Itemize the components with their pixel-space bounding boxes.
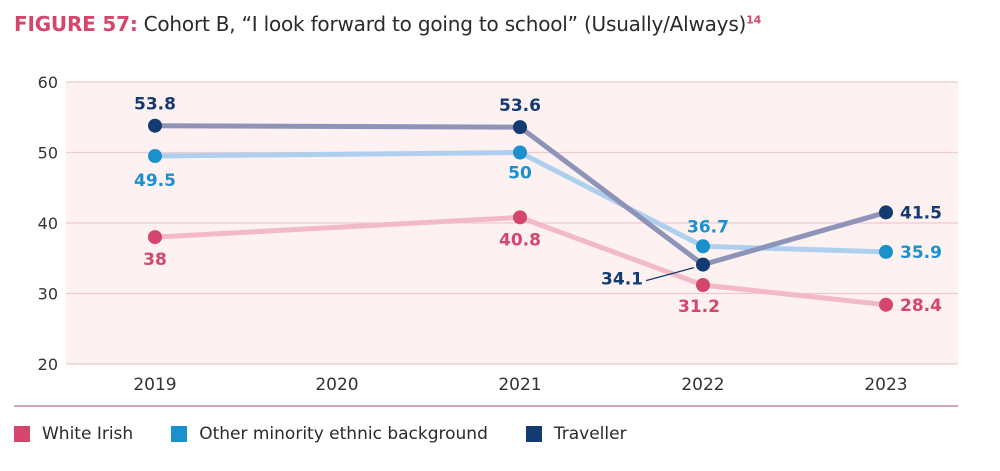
data-point-traveller-2022	[696, 257, 710, 272]
data-label-traveller-2021: 53.6	[499, 96, 541, 116]
data-point-white-irish-2019	[148, 230, 162, 245]
line-chart: 60 50 40 30 20 2019 2020 2021 2022 2023 38 40.8 31.2…	[14, 73, 958, 407]
leader-line-traveller-2022	[645, 266, 695, 282]
data-label-traveller-2022: 34.1	[601, 270, 643, 290]
y-tick-label-20: 20	[38, 355, 58, 374]
legend-item-other-minority: Other minority ethnic background	[171, 424, 488, 444]
footnote-marker: 14	[746, 13, 762, 27]
y-tick-label-40: 40	[38, 214, 58, 233]
data-point-white-irish-2022	[696, 278, 710, 293]
chart-title: FIGURE 57: Cohort B, “I look forward to g…	[14, 12, 761, 36]
data-label-other-minority-2019: 49.5	[134, 171, 176, 191]
x-tick-label-2022: 2022	[681, 375, 724, 395]
series-line-white-irish	[152, 214, 889, 308]
y-tick-label-50: 50	[38, 144, 58, 163]
data-point-white-irish-2021	[513, 210, 527, 225]
legend-swatch-other-minority	[171, 426, 188, 442]
series-line-traveller	[152, 123, 889, 268]
data-point-other-minority-2019	[148, 149, 162, 164]
y-tick-label-30: 30	[38, 285, 58, 304]
x-tick-label-2020: 2020	[315, 375, 358, 395]
x-tick-label-2021: 2021	[498, 375, 541, 395]
legend-label-traveller: Traveller	[553, 424, 627, 444]
data-point-traveller-2019	[148, 118, 162, 133]
data-label-other-minority-2023: 35.9	[900, 243, 942, 263]
data-label-white-irish-2021: 40.8	[499, 230, 541, 250]
data-label-traveller-2019: 53.8	[134, 95, 176, 115]
legend-label-white-irish: White Irish	[42, 424, 134, 444]
legend-item-traveller: Traveller	[525, 424, 627, 444]
data-label-traveller-2023: 41.5	[900, 203, 942, 223]
data-label-other-minority-2022: 36.7	[687, 217, 729, 237]
data-point-other-minority-2023	[879, 244, 893, 259]
data-point-other-minority-2021	[513, 145, 527, 160]
legend-swatch-white-irish	[14, 426, 30, 442]
data-label-other-minority-2021: 50	[508, 164, 532, 184]
title-text: Cohort B, “I look forward to going to sc…	[143, 12, 747, 36]
y-tick-label-60: 60	[38, 73, 58, 92]
legend-label-other-minority: Other minority ethnic background	[199, 424, 488, 444]
x-tick-label-2023: 2023	[864, 375, 907, 395]
x-tick-label-2019: 2019	[133, 375, 176, 395]
legend-item-white-irish: White Irish	[14, 424, 133, 444]
figure-label: FIGURE 57:	[14, 12, 138, 36]
legend: White Irish Other minority ethnic backgr…	[14, 424, 665, 444]
series-line-other-minority	[152, 150, 889, 255]
data-point-traveller-2023	[879, 205, 893, 220]
legend-swatch-traveller	[525, 426, 542, 442]
data-label-white-irish-2023: 28.4	[900, 296, 942, 316]
data-point-other-minority-2022	[696, 239, 710, 254]
data-point-traveller-2021	[513, 120, 527, 135]
data-point-white-irish-2023	[879, 297, 893, 312]
data-label-white-irish-2019: 38	[143, 250, 167, 270]
data-label-white-irish-2022: 31.2	[678, 297, 720, 317]
